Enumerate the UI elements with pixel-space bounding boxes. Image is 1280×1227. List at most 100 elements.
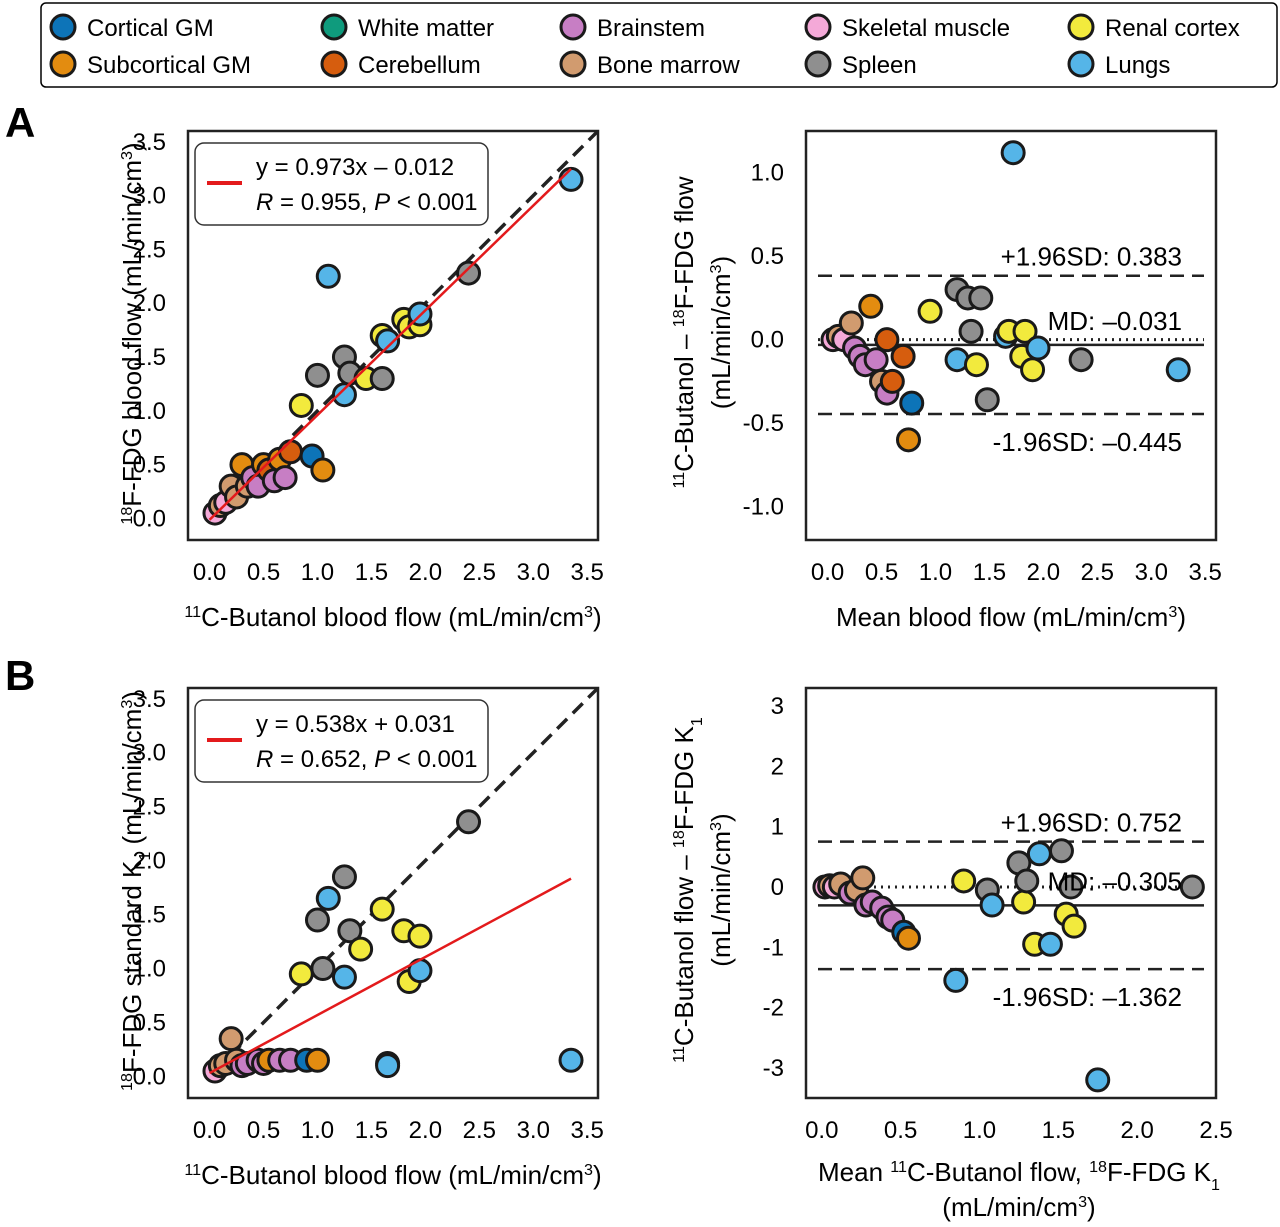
fit-statistics-part: P (374, 746, 390, 773)
data-point (558, 1047, 584, 1073)
y-axis-label-part: 18 (118, 1073, 136, 1091)
data-point (369, 366, 395, 392)
x-tick-label: 3.0 (517, 1117, 550, 1144)
legend: Cortical GM White matter Brainstem Skeletal… (40, 2, 1278, 88)
data-point (218, 1026, 244, 1052)
data-point (304, 1047, 330, 1073)
x-tick-label: 2.0 (409, 559, 442, 586)
data-point (1026, 841, 1052, 867)
data-point (456, 809, 482, 835)
data-point (963, 352, 989, 378)
y-axis-label-unit-part: 3 (707, 264, 725, 273)
x-tick-label: 2.5 (1199, 1117, 1232, 1144)
data-point (899, 390, 925, 416)
lower-limit-label: -1.96SD: –1.362 (993, 982, 1182, 1012)
y-axis-label-part: 18 (670, 309, 688, 327)
y-tick-label: 1.0 (133, 398, 166, 425)
y-axis-label-part: (mL/min/cm (117, 709, 147, 852)
data-point (863, 347, 889, 373)
data-point (838, 310, 864, 336)
chart-a-bland-altman: 0.0 0.5 1.0 1.5 2.0 2.5 3.0 3.5 -1.0 -0.5 0.0 0.5 1.… (669, 129, 1222, 632)
data-point (896, 925, 921, 951)
data-point (1061, 913, 1087, 939)
y-axis-label-unit: (mL/min/cm3) (706, 256, 736, 409)
data-point (850, 865, 876, 891)
y-tick-label: 0.5 (133, 1009, 166, 1036)
x-tick-label: 0.5 (247, 1117, 280, 1144)
x-axis-label-part: 11 (890, 1158, 907, 1176)
y-tick-label: 1 (771, 814, 784, 841)
y-tick-label: 0.0 (751, 327, 784, 354)
x-axis-label: 11C-Butanol blood flow (mL/min/cm3) (184, 1160, 601, 1190)
fit-legend (194, 699, 489, 783)
x-tick-label: 2.0 (409, 1117, 442, 1144)
x-axis-label-unit: (mL/min/cm3) (942, 1192, 1095, 1222)
data-point (315, 263, 341, 289)
y-tick-label: 3 (771, 693, 784, 720)
x-axis-label: Mean 11C-Butanol flow, 18F-FDG K1 (818, 1157, 1220, 1194)
x-axis-label-part: 3 (584, 1161, 593, 1179)
lower-limit-label: -1.96SD: –0.445 (993, 427, 1182, 457)
legend-marker (49, 13, 77, 41)
y-tick-label: 0.0 (133, 1063, 166, 1090)
data-point (1011, 889, 1037, 915)
y-axis-label-part: F-FDG blood flow (mL/min/cm (117, 160, 147, 507)
regression-line (208, 168, 572, 521)
x-axis-label-part: 3 (584, 603, 593, 621)
data-point (958, 318, 984, 344)
legend-marker (320, 13, 348, 41)
legend-marker (804, 50, 832, 78)
y-axis-label-unit-part: (mL/min/cm (706, 273, 736, 409)
legend-label: Renal cortex (1105, 15, 1240, 42)
x-tick-label: 3.5 (571, 559, 604, 586)
y-axis-label: 18F-FDG standard K1 (mL/min/cm3) (117, 691, 154, 1091)
data-point (1085, 1067, 1111, 1093)
data-point (968, 285, 994, 311)
data-point (974, 387, 1000, 413)
x-axis-label-unit-part: (mL/min/cm (942, 1192, 1078, 1222)
y-axis-label-part: 3 (118, 700, 136, 709)
y-axis-label-part: 1 (688, 717, 706, 726)
fit-equation: y = 0.973x – 0.012 (256, 154, 454, 181)
data-point (331, 864, 357, 890)
panel-label-a: A (5, 99, 35, 146)
legend-label: Spleen (842, 52, 917, 79)
y-axis-label-unit-part: ) (706, 256, 736, 265)
y-axis-label-unit: (mL/min/cm3) (706, 813, 736, 966)
y-tick-label: 2.0 (133, 848, 166, 875)
data-point (890, 343, 916, 369)
x-tick-label: 3.0 (517, 559, 550, 586)
legend-label: Skeletal muscle (842, 15, 1010, 42)
regression-line (208, 877, 572, 1075)
y-axis-label-part: F-FDG flow (669, 176, 699, 309)
y-axis-label-part: 11 (670, 1046, 688, 1063)
fit-legend (194, 142, 489, 226)
legend-marker (49, 50, 77, 78)
x-tick-label: 0.5 (865, 559, 898, 586)
fit-statistics: R = 0.955, P < 0.001 (256, 189, 478, 216)
fit-statistics-part: = 0.652, (273, 746, 374, 773)
x-tick-label: 0.0 (811, 559, 844, 586)
upper-limit-label: +1.96SD: 0.752 (1001, 808, 1182, 838)
plot-frame (186, 686, 600, 1100)
plot-frame (804, 129, 1218, 542)
x-axis-label: 11C-Butanol blood flow (mL/min/cm3) (184, 602, 601, 632)
legend-label: White matter (358, 15, 494, 42)
legend-marker (559, 50, 587, 78)
y-axis-label-part: 3 (118, 151, 136, 160)
plot-frame (804, 686, 1218, 1100)
data-point (1058, 874, 1084, 900)
x-tick-label: 0.5 (884, 1117, 917, 1144)
chart-a-correlation: 0.0 0.5 1.0 1.5 2.0 2.5 3.0 3.5 0.0 0.5 1.0 1.5 2.0 2… (117, 129, 604, 632)
data-point (874, 327, 900, 353)
y-tick-label: 0.5 (133, 452, 166, 479)
data-point (304, 362, 330, 388)
legend-marker (1067, 50, 1095, 78)
x-tick-label: 3.5 (1189, 559, 1222, 586)
data-point (272, 465, 298, 491)
data-point (304, 907, 330, 933)
fit-statistics-part: R (256, 746, 273, 773)
panel-label-b: B (5, 652, 35, 699)
data-point (1048, 838, 1074, 864)
